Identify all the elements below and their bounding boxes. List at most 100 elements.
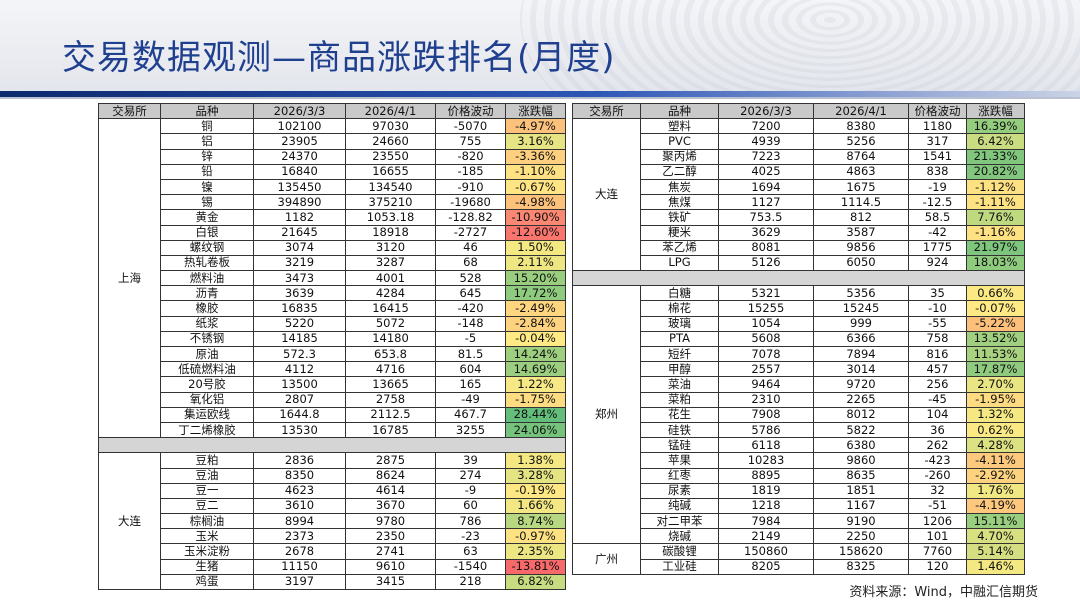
column-header: 2026/4/1 bbox=[813, 102, 909, 120]
table-row: 焦炭 1694 1675 -19 -1.12% bbox=[573, 178, 1025, 196]
price-2026-04-01: 7894 bbox=[813, 345, 909, 363]
table-row: 玻璃 1054 999 -55 -5.22% bbox=[573, 315, 1025, 332]
price-2026-03-03: 2678 bbox=[253, 543, 346, 560]
left-table-container: 交易所 品种 2026/3/3 2026/4/1 价格波动 涨跌幅 上海铜 102100 97… bbox=[98, 102, 566, 591]
change-percent: -4.11% bbox=[966, 452, 1025, 469]
title-underline-bar bbox=[0, 91, 1080, 97]
table-row: LPG 5126 6050 924 18.03% bbox=[573, 254, 1025, 272]
price-2026-03-03: 102100 bbox=[253, 118, 346, 135]
price-2026-04-01: 24660 bbox=[345, 133, 436, 150]
column-header: 涨跌幅 bbox=[505, 102, 566, 120]
price-2026-03-03: 4623 bbox=[253, 482, 346, 499]
commodity-name: 氧化铝 bbox=[160, 391, 254, 408]
price-change: 1206 bbox=[908, 513, 967, 530]
price-2026-03-03: 135450 bbox=[253, 178, 346, 196]
commodity-name: 生猪 bbox=[160, 558, 254, 575]
change-percent: 20.82% bbox=[966, 163, 1025, 180]
column-header: 价格波动 bbox=[908, 102, 967, 120]
change-percent: 17.87% bbox=[966, 361, 1025, 378]
spacer-cell bbox=[98, 437, 566, 454]
change-percent: -0.19% bbox=[505, 482, 566, 499]
price-change: 604 bbox=[435, 361, 506, 378]
table-header-row: 交易所 品种 2026/3/3 2026/4/1 价格波动 涨跌幅 bbox=[572, 102, 1025, 120]
header-background bbox=[0, 0, 1080, 98]
table-row: 低硫燃料油 4112 4716 604 14.69% bbox=[99, 361, 566, 378]
change-percent: 6.42% bbox=[966, 133, 1025, 150]
column-header: 品种 bbox=[640, 102, 719, 120]
change-percent: 4.70% bbox=[966, 528, 1025, 545]
price-2026-03-03: 13530 bbox=[253, 421, 346, 439]
price-2026-04-01: 2112.5 bbox=[345, 406, 436, 423]
price-2026-04-01: 8764 bbox=[813, 148, 909, 165]
table-row: 豆油 8350 8624 274 3.28% bbox=[99, 467, 566, 484]
change-percent: 16.39% bbox=[966, 118, 1025, 135]
price-2026-04-01: 8012 bbox=[813, 406, 909, 423]
price-2026-03-03: 8081 bbox=[718, 239, 814, 256]
price-2026-03-03: 6118 bbox=[718, 437, 814, 454]
commodity-name: 对二甲苯 bbox=[640, 513, 719, 530]
table-row: PTA 5608 6366 758 13.52% bbox=[573, 330, 1025, 348]
price-change: -128.82 bbox=[435, 209, 506, 226]
price-2026-04-01: 158620 bbox=[813, 543, 909, 560]
price-change: 32 bbox=[908, 482, 967, 499]
change-percent: -4.19% bbox=[966, 497, 1025, 515]
price-2026-03-03: 15255 bbox=[718, 300, 814, 317]
commodity-name: 锌 bbox=[160, 148, 254, 165]
change-percent: 21.33% bbox=[966, 148, 1025, 165]
exchange-cell: 郑州 bbox=[572, 285, 641, 545]
change-percent: 11.53% bbox=[966, 345, 1025, 363]
column-header: 交易所 bbox=[572, 102, 641, 120]
price-2026-03-03: 3629 bbox=[718, 224, 814, 241]
commodity-name: 玻璃 bbox=[640, 315, 719, 332]
table-row: 纯碱 1218 1167 -51 -4.19% bbox=[573, 497, 1025, 515]
change-percent: 13.52% bbox=[966, 330, 1025, 348]
price-change: 256 bbox=[908, 376, 967, 393]
commodity-name: 橡胶 bbox=[160, 300, 254, 317]
price-2026-04-01: 23550 bbox=[345, 148, 436, 165]
change-percent: -2.49% bbox=[505, 300, 566, 317]
price-change: 467.7 bbox=[435, 406, 506, 423]
price-2026-03-03: 753.5 bbox=[718, 209, 814, 226]
commodity-name: LPG bbox=[640, 254, 719, 272]
commodity-name: 热轧卷板 bbox=[160, 254, 254, 272]
price-2026-03-03: 2836 bbox=[253, 452, 346, 469]
change-percent: 4.28% bbox=[966, 437, 1025, 454]
table-row: 焦煤 1127 1114.5 -12.5 -1.11% bbox=[573, 194, 1025, 211]
price-change: 165 bbox=[435, 376, 506, 393]
column-header: 交易所 bbox=[98, 102, 161, 120]
table-row: 镍 135450 134540 -910 -0.67% bbox=[99, 178, 566, 196]
price-change: 35 bbox=[908, 285, 967, 302]
price-2026-04-01: 5822 bbox=[813, 421, 909, 439]
price-change: -49 bbox=[435, 391, 506, 408]
table-row: 大连 塑料 7200 8380 1180 16.39% bbox=[572, 118, 1025, 272]
commodity-name: 铁矿 bbox=[640, 209, 719, 226]
price-change: -2727 bbox=[435, 224, 506, 241]
change-percent: 2.70% bbox=[966, 376, 1025, 393]
change-percent: 3.16% bbox=[505, 133, 566, 150]
price-2026-03-03: 7078 bbox=[718, 345, 814, 363]
price-2026-04-01: 3415 bbox=[345, 573, 436, 591]
commodity-name: 玉米淀粉 bbox=[160, 543, 254, 560]
price-2026-03-03: 16840 bbox=[253, 163, 346, 180]
table-row: 对二甲苯 7984 9190 1206 15.11% bbox=[573, 513, 1025, 530]
price-change: 838 bbox=[908, 163, 967, 180]
table-row: 短纤 7078 7894 816 11.53% bbox=[573, 345, 1025, 363]
commodity-name: 短纤 bbox=[640, 345, 719, 363]
commodity-name: 尿素 bbox=[640, 482, 719, 499]
price-2026-04-01: 9780 bbox=[345, 513, 436, 530]
price-2026-03-03: 16835 bbox=[253, 300, 346, 317]
price-2026-04-01: 4716 bbox=[345, 361, 436, 378]
price-change: 816 bbox=[908, 345, 967, 363]
table-row: 硅铁 5786 5822 36 0.62% bbox=[573, 421, 1025, 439]
price-2026-03-03: 1694 bbox=[718, 178, 814, 196]
price-change: -12.5 bbox=[908, 194, 967, 211]
table-row: 鸡蛋 3197 3415 218 6.82% bbox=[99, 573, 566, 591]
price-change: -148 bbox=[435, 315, 506, 332]
change-percent: 1.46% bbox=[966, 558, 1025, 575]
spacer-row bbox=[572, 270, 1025, 287]
exchange-cell: 大连 bbox=[572, 118, 641, 272]
price-2026-03-03: 11150 bbox=[253, 558, 346, 575]
price-2026-04-01: 1167 bbox=[813, 497, 909, 515]
commodity-name: 花生 bbox=[640, 406, 719, 423]
price-change: -423 bbox=[908, 452, 967, 469]
